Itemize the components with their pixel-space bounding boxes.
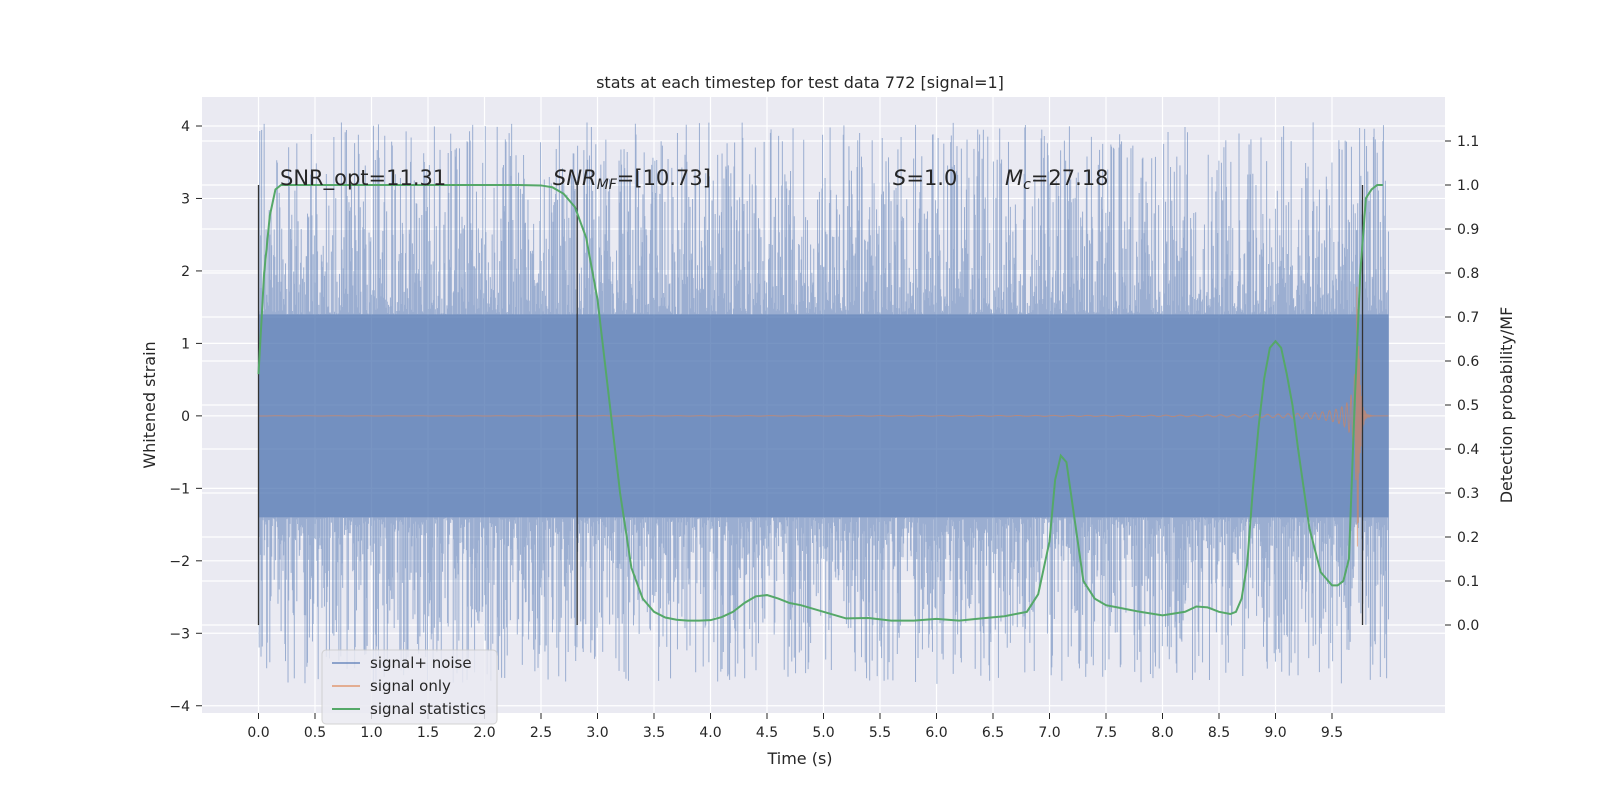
signal-only-series	[258, 286, 1389, 547]
vertical-markers	[257, 185, 1364, 625]
x-tick-label: 2.0	[473, 725, 495, 741]
y-tick-label: 2	[181, 264, 190, 280]
y-tick-label: −2	[169, 554, 190, 570]
x-tick-label: 4.5	[756, 725, 778, 741]
y-right-tick-label: 0.1	[1457, 574, 1479, 590]
x-tick-label: 7.0	[1038, 725, 1060, 741]
x-tick-label: 8.0	[1151, 725, 1173, 741]
signal-statistics-series	[257, 184, 1383, 622]
legend-label-signal-only: signal only	[370, 677, 451, 695]
x-axis-label: Time (s)	[766, 749, 832, 768]
y-tick-label: 0	[181, 409, 190, 425]
x-tick-label: 7.5	[1095, 725, 1117, 741]
x-tick-label: 2.5	[530, 725, 552, 741]
x-tick-label: 3.0	[586, 725, 608, 741]
legend: signal+ noise signal only signal statist…	[321, 649, 498, 725]
x-tick-label: 5.5	[869, 725, 891, 741]
x-tick-label: 5.0	[812, 725, 834, 741]
snr-mf-annotation: SNRMF=[10.73]	[553, 166, 711, 193]
x-tick-label: 8.5	[1208, 725, 1230, 741]
snr-opt-annotation: SNR_opt=11.31	[280, 166, 446, 191]
y-right-tick-label: 0.0	[1457, 618, 1479, 634]
y-tick-label: 3	[181, 191, 190, 207]
y-right-tick-label: 0.4	[1457, 442, 1479, 458]
y-tick-label: 1	[181, 336, 190, 352]
x-tick-label: 1.0	[360, 725, 382, 741]
y-right-axis-ticks: 1.1 1.0 0.9 0.8 0.7 0.6 0.5 0.4 0.3 0.2 0.1 0.0	[1445, 134, 1479, 634]
y-tick-label: −3	[169, 626, 190, 642]
y-right-tick-label: 0.3	[1457, 486, 1479, 502]
y-right-tick-label: 0.8	[1457, 266, 1479, 282]
legend-label-signal-plus-noise: signal+ noise	[370, 654, 472, 672]
mc-annotation: Mc=27.18	[1005, 166, 1109, 193]
x-tick-label: 3.5	[643, 725, 665, 741]
y-right-tick-label: 1.0	[1457, 178, 1479, 194]
y-right-axis-label: Detection probability/MF	[1497, 307, 1516, 504]
y-tick-label: −4	[169, 699, 190, 715]
x-tick-label: 9.0	[1264, 725, 1286, 741]
x-tick-label: 0.0	[247, 725, 269, 741]
signal-statistics-line	[257, 184, 1383, 622]
s-annotation: S=1.0	[893, 166, 957, 190]
y-right-tick-label: 1.1	[1457, 134, 1479, 150]
x-axis-ticks: 0.0 0.5 1.0 1.5 2.0 2.5 3.0 3.5 4.0 4.5 5.0 5.5 6.0 6…	[247, 713, 1343, 741]
x-tick-label: 0.5	[304, 725, 326, 741]
x-tick-label: 6.0	[925, 725, 947, 741]
x-tick-label: 1.5	[417, 725, 439, 741]
y-axis-label: Whitened strain	[140, 341, 159, 468]
y-axis-ticks: 4 3 2 1 0 −1 −2 −3 −4	[169, 119, 202, 715]
x-tick-label: 6.5	[982, 725, 1004, 741]
x-tick-label: 9.5	[1321, 725, 1343, 741]
y-right-tick-label: 0.5	[1457, 398, 1479, 414]
x-tick-label: 4.0	[699, 725, 721, 741]
y-right-tick-label: 0.2	[1457, 530, 1479, 546]
y-right-tick-label: 0.9	[1457, 222, 1479, 238]
signal-only-line	[258, 286, 1389, 547]
legend-box	[321, 649, 498, 725]
y-tick-label: −1	[169, 481, 190, 497]
y-tick-label: 4	[181, 119, 190, 135]
chart-title: stats at each timestep for test data 772…	[596, 73, 1004, 92]
y-right-tick-label: 0.6	[1457, 354, 1479, 370]
legend-label-signal-statistics: signal statistics	[370, 700, 486, 718]
y-right-tick-label: 0.7	[1457, 310, 1479, 326]
